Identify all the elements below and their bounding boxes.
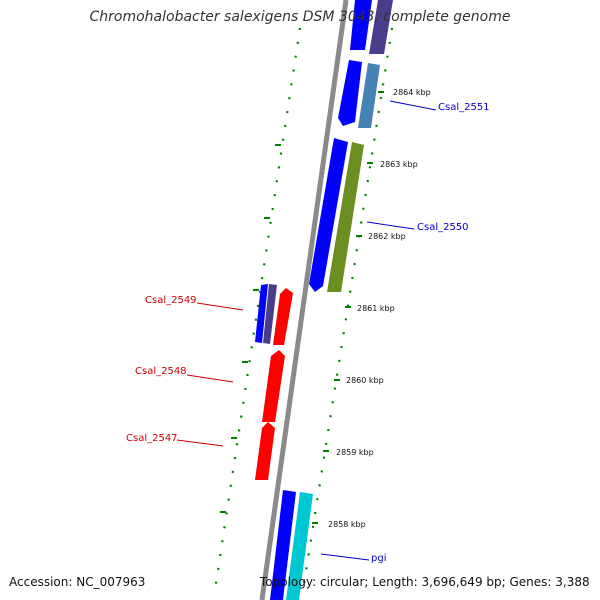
accession-text: Accession: NC_007963 — [9, 575, 146, 589]
gene-csal-2550-olive[interactable] — [327, 142, 364, 292]
gene-forward-top-blue[interactable] — [350, 0, 372, 50]
tick-label-2864: 2864 kbp — [393, 88, 431, 97]
gene-pgi-blue[interactable] — [270, 490, 296, 600]
gene-csal-2549-red[interactable] — [273, 288, 293, 345]
leader-csal-2551 — [389, 100, 437, 111]
gene-pgi-cyan[interactable] — [286, 492, 313, 600]
gene-forward-top-purple[interactable] — [369, 0, 393, 54]
gene-csal-2551-steel[interactable] — [358, 63, 380, 128]
tick-label-2863: 2863 kbp — [380, 160, 418, 169]
leader-csal-2550 — [366, 221, 415, 230]
gene-label-csal-2547[interactable]: Csal_2547 — [126, 433, 178, 444]
tick-label-2860: 2860 kbp — [346, 376, 384, 385]
gene-csal-2547-red[interactable] — [255, 422, 275, 480]
gene-csal-2548-red[interactable] — [262, 350, 285, 422]
gene-label-csal-2549[interactable]: Csal_2549 — [145, 295, 197, 306]
leader-pgi — [320, 553, 370, 561]
tick-label-2858: 2858 kbp — [328, 520, 366, 529]
gene-label-csal-2551[interactable]: Csal_2551 — [438, 102, 490, 113]
leader-csal-2548 — [186, 374, 234, 383]
tick-marks — [220, 91, 384, 524]
gene-csal-2549-blue[interactable] — [255, 284, 268, 343]
gene-csal-2549-purple[interactable] — [263, 284, 277, 344]
leader-csal-2547 — [176, 439, 224, 447]
tick-label-2861: 2861 kbp — [357, 304, 395, 313]
gene-csal-2551-blue[interactable] — [338, 60, 362, 126]
tick-label-2859: 2859 kbp — [336, 448, 374, 457]
gene-label-pgi[interactable]: pgi — [371, 553, 387, 564]
genome-backbone — [259, 0, 349, 600]
gene-label-csal-2548[interactable]: Csal_2548 — [135, 366, 187, 377]
leader-csal-2549 — [196, 302, 244, 311]
genome-summary-text: Topology: circular; Length: 3,696,649 bp… — [260, 575, 590, 589]
map-title: Chromohalobacter salexigens DSM 3043, co… — [89, 9, 511, 25]
gene-label-csal-2550[interactable]: Csal_2550 — [417, 222, 469, 233]
gene-csal-2550-blue[interactable] — [309, 138, 348, 292]
tick-label-2862: 2862 kbp — [368, 232, 406, 241]
